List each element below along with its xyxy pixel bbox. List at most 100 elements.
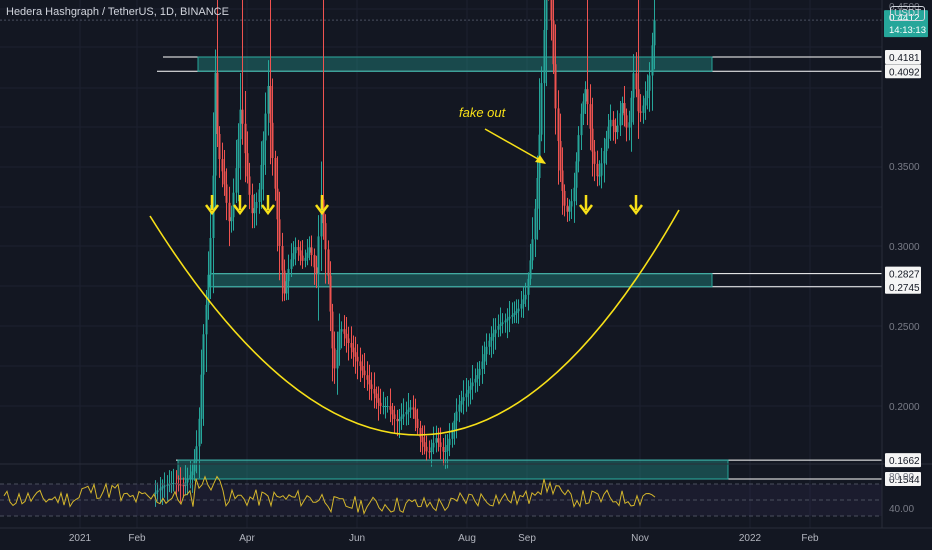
candle-body	[161, 486, 164, 489]
candle-body	[352, 347, 355, 353]
candle-body	[189, 475, 192, 479]
candle-body	[207, 274, 210, 305]
candle-body	[568, 206, 571, 212]
level-label: 0.2745	[885, 279, 921, 294]
candle-body	[653, 20, 656, 46]
candle-body	[552, 20, 555, 65]
candle-body	[182, 485, 185, 487]
candle-body	[632, 73, 635, 98]
candle-body	[540, 83, 543, 135]
candle-body	[301, 255, 304, 261]
candle-body	[179, 484, 182, 486]
candle-body	[442, 447, 445, 452]
level-label: 0.1544	[885, 471, 921, 486]
candle-body	[186, 478, 189, 483]
candle-body	[205, 304, 208, 335]
candle-body	[198, 418, 201, 447]
candle-body	[573, 187, 576, 202]
candle-body	[214, 72, 217, 176]
fake-out-pointer	[484, 128, 546, 164]
level-label: 0.2827	[885, 266, 921, 281]
candle-body	[506, 318, 509, 321]
level-label-text: 0.4181	[889, 53, 920, 64]
cup-curve-line	[149, 209, 680, 436]
candle-body	[235, 168, 238, 193]
candle-body	[481, 361, 484, 369]
candle-body	[225, 184, 228, 203]
candle-body	[527, 278, 530, 295]
candle-body	[168, 484, 171, 486]
candle-body	[354, 352, 357, 357]
level-label-text: 0.4092	[889, 67, 920, 78]
candle-body	[635, 73, 638, 90]
candle-body	[577, 135, 580, 162]
candle-body	[368, 379, 371, 385]
arrow-head	[629, 204, 643, 216]
candle-body	[363, 370, 366, 376]
down-arrow-icon	[233, 195, 247, 216]
candle-body	[343, 329, 346, 334]
candle-body	[550, 0, 553, 21]
candle-body	[384, 406, 387, 407]
price-axis[interactable]: 0.60000.55000.50000.45000.35000.30000.25…	[881, 0, 928, 528]
candle-body	[603, 151, 606, 164]
rsi-line	[3, 475, 656, 515]
candle-body	[584, 89, 587, 102]
candle-body	[317, 236, 320, 274]
candle-body	[276, 188, 279, 220]
candle-body	[570, 201, 573, 207]
candle-body	[563, 190, 566, 206]
candle-body	[255, 202, 258, 209]
candle-body	[281, 246, 284, 271]
level-label: 0.4181	[885, 50, 921, 65]
candle-body	[356, 356, 359, 362]
candle-body	[278, 219, 281, 246]
candle-body	[405, 412, 408, 415]
x-tick-label: 2022	[739, 533, 762, 544]
candle-body	[366, 375, 369, 380]
candle-body	[262, 140, 265, 165]
candle-body	[159, 488, 162, 491]
candle-body	[554, 64, 557, 109]
candle-body	[616, 125, 619, 133]
candle-body	[232, 192, 235, 218]
candle-body	[375, 393, 378, 399]
candle-body	[172, 483, 175, 485]
candle-body	[593, 151, 596, 164]
candle-body	[359, 361, 362, 366]
candle-body	[515, 311, 518, 314]
candle-body	[485, 346, 488, 355]
time-axis[interactable]: 2021 Feb Apr Jun Aug Sep Nov 2022 Feb	[0, 527, 932, 544]
candle-body	[393, 414, 396, 419]
last-price-value: 0.4412	[889, 13, 920, 24]
last-price-countdown: 14:13:13	[889, 25, 926, 36]
candle-body	[625, 115, 628, 128]
candlesticks	[154, 0, 656, 507]
candle-body	[430, 447, 433, 452]
candle-body	[308, 247, 311, 253]
candle-body	[331, 311, 334, 349]
candle-body	[628, 122, 631, 128]
level-label-text: 0.1662	[889, 456, 920, 467]
y-tick-label: 0.2500	[889, 322, 920, 333]
candle-body	[465, 393, 468, 398]
candle-body	[455, 411, 458, 421]
candle-body	[306, 252, 309, 258]
y-tick-label: 0.4500	[889, 2, 920, 13]
level-label-text: 0.2745	[889, 283, 920, 294]
zone-rect	[177, 459, 729, 480]
level-label: 0.1662	[885, 453, 921, 468]
candle-body	[237, 139, 240, 169]
candle-body	[412, 407, 415, 410]
candle-body	[285, 281, 288, 294]
candle-body	[488, 340, 491, 347]
currency-badge[interactable]: USDT	[890, 6, 926, 21]
candle-body	[398, 418, 401, 422]
candle-body	[382, 406, 385, 407]
candle-body	[283, 270, 286, 294]
candle-body	[543, 30, 546, 84]
candle-body	[246, 153, 249, 177]
candle-body	[428, 451, 431, 453]
x-tick-label: Jun	[349, 533, 365, 544]
